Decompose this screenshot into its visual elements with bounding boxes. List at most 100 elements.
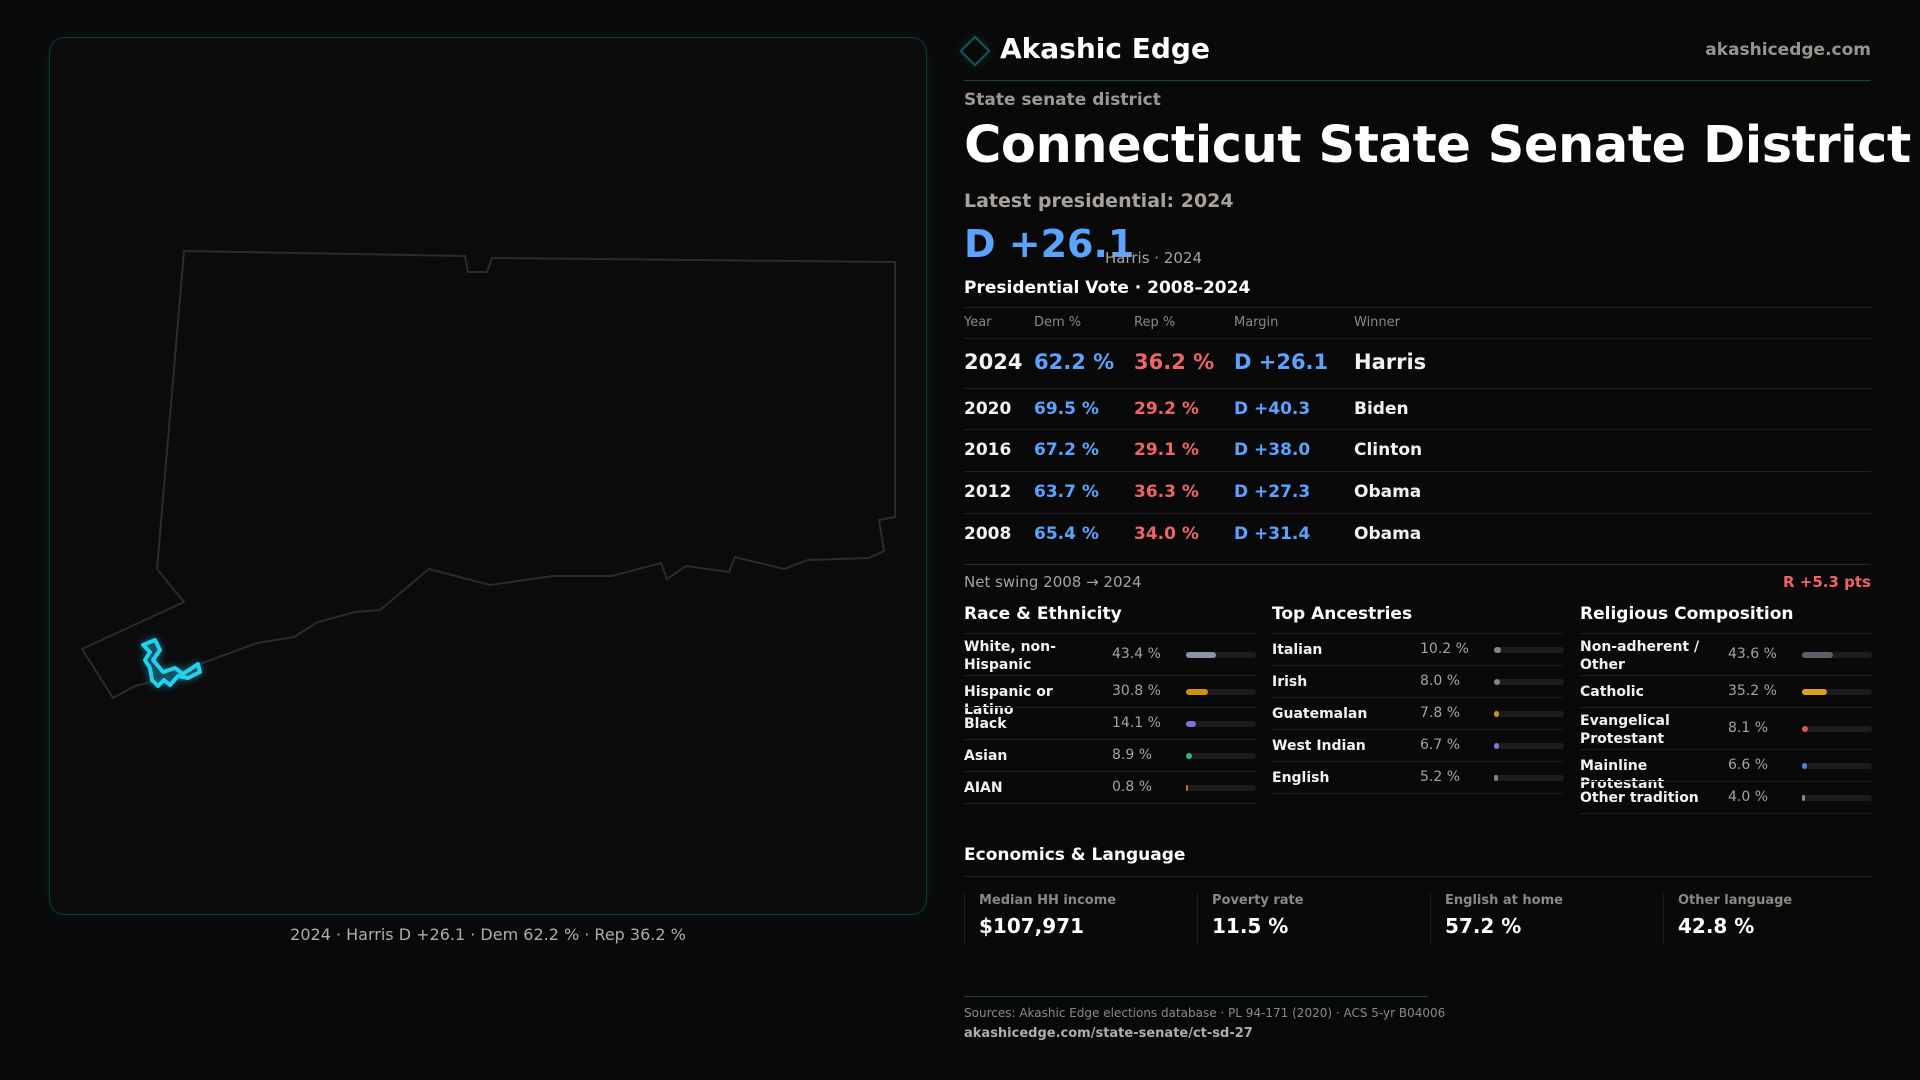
stat-pct: 4.0 % (1728, 789, 1769, 805)
headline-sub: Harris · 2024 (1105, 249, 1203, 267)
cell-yr: 2012 (964, 482, 1012, 502)
stat-bar-fill (1494, 775, 1498, 781)
cell-yr: 2008 (964, 524, 1012, 544)
stat-bar (1186, 689, 1256, 695)
divider (1580, 813, 1871, 814)
divider (964, 564, 1871, 565)
cell-mar: D +31.4 (1234, 524, 1311, 544)
column-header: Dem % (1034, 315, 1082, 330)
stat-bar (1186, 785, 1256, 791)
presidential-title: Presidential Vote · 2008–2024 (964, 278, 1251, 298)
kicker: State senate district (964, 90, 1161, 110)
stat-pct: 8.9 % (1112, 747, 1153, 763)
cell-rep: 29.1 % (1134, 440, 1199, 460)
table-row: 2008 65.4 % 34.0 % D +31.4 Obama (964, 513, 1871, 555)
stat-bar (1186, 753, 1256, 759)
divider (964, 803, 1255, 804)
stat-bar-fill (1802, 763, 1807, 769)
stat-label: Italian (1272, 642, 1323, 658)
stat-label: Catholic (1580, 684, 1644, 700)
stat-bar (1494, 775, 1564, 781)
site-link[interactable]: akashicedge.com (1705, 40, 1871, 60)
stat-label: White, non-Hispanic (964, 639, 1056, 673)
cell-yr: 2020 (964, 399, 1012, 419)
cell-dem: 67.2 % (1034, 440, 1099, 460)
section-title: Top Ancestries (1272, 604, 1413, 624)
stat-row: Evangelical Protestant 8.1 % (1580, 707, 1872, 749)
cell-yr: 2016 (964, 440, 1012, 460)
econ-value: 57.2 % (1445, 914, 1522, 938)
table-row: 2020 69.5 % 29.2 % D +40.3 Biden (964, 388, 1871, 429)
swing-value: R +5.3 pts (1783, 573, 1871, 591)
stat-bar (1802, 726, 1872, 732)
stat-pct: 14.1 % (1112, 715, 1161, 731)
stat-label: Non-adherent / Other (1580, 639, 1700, 673)
column-header: Year (964, 315, 992, 330)
page-title: Connecticut State Senate District 27 (964, 116, 1920, 175)
stat-bar-fill (1802, 652, 1833, 658)
section-title: Religious Composition (1580, 604, 1794, 624)
cell-dem: 63.7 % (1034, 482, 1099, 502)
stat-bar (1494, 711, 1564, 717)
stat-row: Catholic 35.2 % (1580, 675, 1872, 707)
stat-pct: 8.0 % (1420, 673, 1461, 689)
econ-label: English at home (1445, 893, 1563, 908)
divider (964, 307, 1871, 308)
econ-card: Median HH income $107,971 (964, 893, 1184, 945)
stat-bar-fill (1186, 753, 1193, 759)
table-row: 2016 67.2 % 29.1 % D +38.0 Clinton (964, 429, 1871, 471)
stat-pct: 10.2 % (1420, 641, 1469, 657)
stat-bar-fill (1186, 721, 1196, 727)
stat-row: Other tradition 4.0 % (1580, 781, 1872, 813)
map-caption: 2024 · Harris D +26.1 · Dem 62.2 % · Rep… (290, 925, 686, 944)
divider (1272, 793, 1563, 794)
stat-pct: 7.8 % (1420, 705, 1461, 721)
cell-rep: 36.2 % (1134, 350, 1215, 374)
stat-label: Mainline Protestant (1580, 758, 1665, 792)
econ-card: English at home 57.2 % (1430, 893, 1650, 945)
cell-mar: D +27.3 (1234, 482, 1311, 502)
cell-win: Clinton (1354, 440, 1423, 460)
cell-rep: 34.0 % (1134, 524, 1199, 544)
stat-row: Asian 8.9 % (964, 739, 1256, 771)
cell-dem: 62.2 % (1034, 350, 1115, 374)
cell-dem: 69.5 % (1034, 399, 1099, 419)
econ-card: Poverty rate 11.5 % (1197, 893, 1417, 945)
stat-pct: 8.1 % (1728, 720, 1769, 736)
stat-bar-fill (1802, 795, 1805, 801)
stat-row: English 5.2 % (1272, 761, 1564, 793)
headline-margin: D +26.1 (964, 222, 1135, 266)
cell-yr: 2024 (964, 350, 1023, 374)
cell-win: Obama (1354, 524, 1422, 544)
brand-name: Akashic Edge (1000, 32, 1210, 65)
stat-bar-fill (1186, 689, 1208, 695)
column-header: Winner (1354, 315, 1401, 330)
econ-label: Median HH income (979, 893, 1117, 908)
econ-card: Other language 42.8 % (1663, 893, 1883, 945)
map-panel[interactable] (49, 37, 927, 915)
swing-label: Net swing 2008 → 2024 (964, 573, 1142, 591)
stat-bar (1186, 652, 1256, 658)
stat-label: West Indian (1272, 738, 1366, 754)
stat-bar-fill (1494, 711, 1500, 717)
stat-pct: 6.7 % (1420, 737, 1461, 753)
stat-bar (1802, 795, 1872, 801)
page-url[interactable]: akashicedge.com/state-senate/ct-sd-27 (964, 1026, 1253, 1041)
stat-row: Non-adherent / Other 43.6 % (1580, 633, 1872, 675)
stat-label: Other tradition (1580, 790, 1699, 806)
cell-rep: 29.2 % (1134, 399, 1199, 419)
table-row: 2012 63.7 % 36.3 % D +27.3 Obama (964, 471, 1871, 513)
econ-value: 11.5 % (1212, 914, 1289, 938)
stat-pct: 30.8 % (1112, 683, 1161, 699)
stat-label: Guatemalan (1272, 706, 1368, 722)
stat-row: Hispanic or Latino 30.8 % (964, 675, 1256, 718)
stat-row: Mainline Protestant 6.6 % (1580, 749, 1872, 792)
econ-value: 42.8 % (1678, 914, 1755, 938)
stat-bar-fill (1186, 652, 1217, 658)
stat-pct: 43.6 % (1728, 646, 1777, 662)
econ-label: Poverty rate (1212, 893, 1304, 908)
cell-mar: D +26.1 (1234, 350, 1329, 374)
stat-pct: 43.4 % (1112, 646, 1161, 662)
stat-bar (1494, 679, 1564, 685)
stat-row: Irish 8.0 % (1272, 665, 1564, 697)
